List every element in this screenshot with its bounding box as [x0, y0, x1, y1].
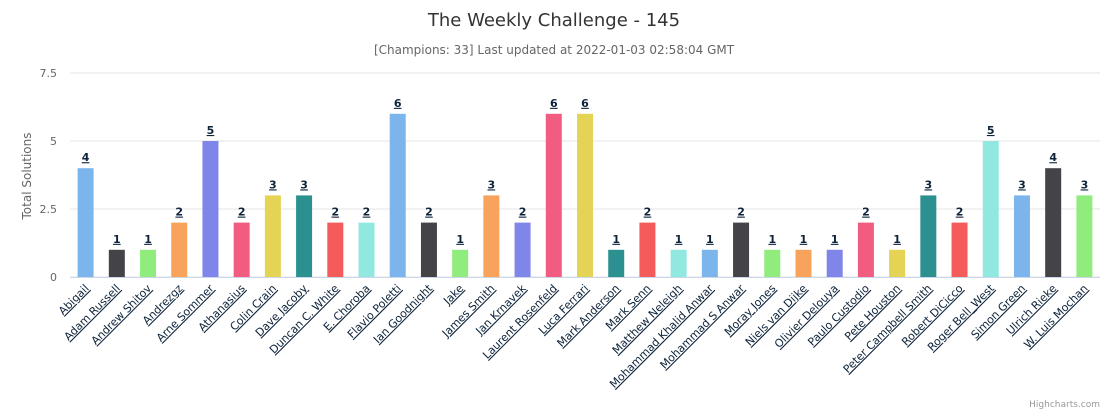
data-label: 3 [925, 178, 933, 191]
bar[interactable] [889, 249, 906, 277]
data-label: 1 [113, 233, 121, 246]
bar[interactable] [389, 113, 406, 277]
data-label: 4 [1049, 151, 1057, 164]
bar[interactable] [608, 249, 625, 277]
chart-title: The Weekly Challenge - 145 [427, 10, 680, 31]
data-label: 2 [331, 206, 339, 219]
bar[interactable] [296, 195, 313, 277]
y-tick-label: 7.5 [40, 67, 58, 80]
bar[interactable] [764, 249, 781, 277]
bar[interactable] [77, 168, 94, 277]
bar[interactable] [327, 222, 344, 277]
bar[interactable] [795, 249, 812, 277]
bar[interactable] [1013, 195, 1030, 277]
bar[interactable] [171, 222, 188, 277]
data-label: 1 [675, 233, 683, 246]
data-label: 5 [987, 124, 995, 137]
data-label: 2 [644, 206, 652, 219]
data-label: 3 [1018, 178, 1026, 191]
data-label: 1 [831, 233, 839, 246]
bar[interactable] [826, 249, 843, 277]
bar[interactable] [514, 222, 531, 277]
data-label: 2 [519, 206, 527, 219]
bar[interactable] [577, 113, 593, 277]
data-labels: 4 1 1 2 5 2 3 3 2 2 6 2 1 3 2 6 6 1 2 1 1 2 1 1 1 2 1 3 2 5 3 4 3 [82, 97, 1088, 246]
bar[interactable] [982, 141, 999, 277]
bar[interactable] [670, 249, 687, 277]
bar[interactable] [1076, 195, 1093, 277]
bar[interactable] [108, 249, 125, 277]
data-label: 2 [862, 206, 870, 219]
bar[interactable] [202, 141, 219, 277]
data-label: 6 [394, 97, 402, 110]
data-label: 6 [550, 97, 558, 110]
bars [77, 113, 1093, 277]
bar[interactable] [951, 222, 968, 277]
data-label: 2 [238, 206, 246, 219]
data-label: 3 [488, 178, 496, 191]
data-label: 4 [82, 151, 90, 164]
data-label: 6 [581, 97, 589, 110]
data-label: 3 [1081, 178, 1089, 191]
bar[interactable] [639, 222, 656, 277]
bar[interactable] [920, 195, 937, 277]
y-tick-label: 5 [50, 135, 57, 148]
data-label: 3 [269, 178, 277, 191]
data-label: 2 [363, 206, 371, 219]
bar[interactable] [857, 222, 874, 277]
data-label: 2 [956, 206, 964, 219]
data-label: 1 [706, 233, 714, 246]
bar[interactable] [358, 222, 375, 277]
chart-subtitle: [Champions: 33] Last updated at 2022-01-… [374, 43, 735, 57]
bar[interactable] [1045, 168, 1062, 277]
bar[interactable] [140, 249, 157, 277]
data-label: 5 [207, 124, 215, 137]
y-tick-label: 2.5 [40, 203, 58, 216]
data-label: 2 [175, 206, 183, 219]
bar[interactable] [701, 249, 718, 277]
bar[interactable] [733, 222, 750, 277]
data-label: 1 [800, 233, 808, 246]
y-axis-label: Total Solutions [20, 133, 34, 221]
data-label: 1 [893, 233, 901, 246]
bar[interactable] [545, 113, 562, 277]
y-tick-label: 0 [50, 271, 57, 284]
data-label: 1 [612, 233, 620, 246]
x-tick-label[interactable]: Jake [440, 282, 466, 308]
data-label: 2 [425, 206, 433, 219]
bar[interactable] [420, 222, 437, 277]
y-axis-ticks: 0 2.5 5 7.5 [40, 67, 58, 284]
data-label: 1 [456, 233, 464, 246]
bar[interactable] [483, 195, 500, 277]
credits[interactable]: Highcharts.com [1029, 400, 1100, 410]
data-label: 2 [737, 206, 745, 219]
bar[interactable] [452, 249, 469, 277]
bar[interactable] [264, 195, 281, 277]
bar[interactable] [233, 222, 250, 277]
data-label: 3 [300, 178, 308, 191]
data-label: 1 [144, 233, 152, 246]
data-label: 1 [768, 233, 776, 246]
